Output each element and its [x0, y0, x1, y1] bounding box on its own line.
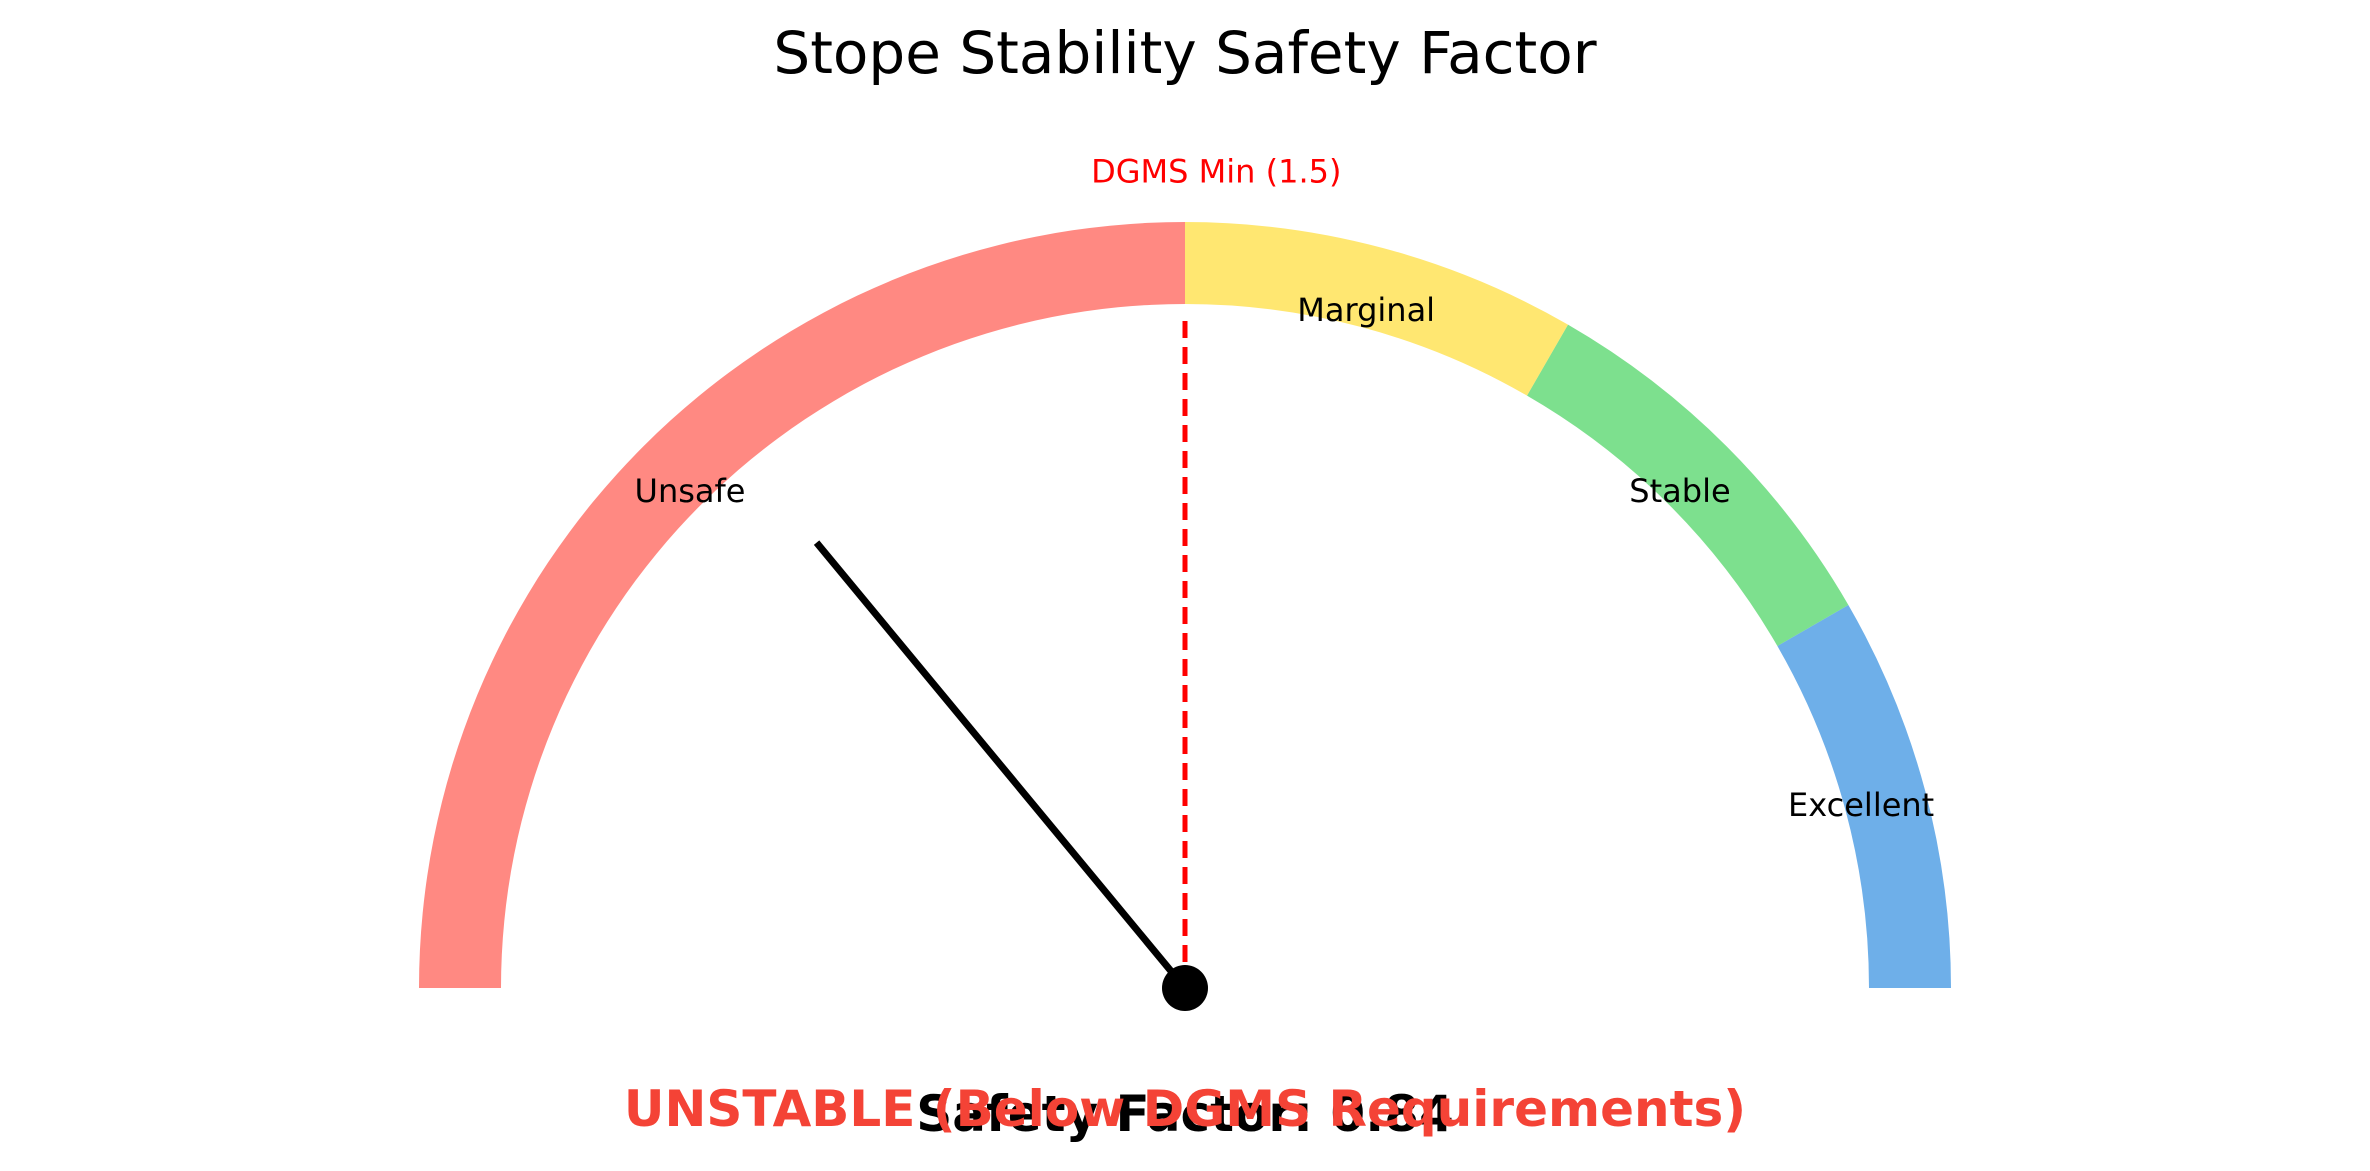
- zone-excellent: [1777, 605, 1951, 988]
- zone-unsafe: [419, 222, 1185, 988]
- zone-stable: [1527, 324, 1849, 646]
- zone-label-unsafe: Unsafe: [635, 472, 746, 510]
- needle-hub: [1162, 965, 1208, 1011]
- zone-marginal: [1185, 222, 1568, 396]
- stability-status: UNSTABLE (Below DGMS Requirements): [624, 1080, 1746, 1138]
- chart-title: Stope Stability Safety Factor: [773, 19, 1596, 87]
- gauge-zones: [419, 222, 1951, 988]
- zone-label-marginal: Marginal: [1297, 291, 1435, 329]
- threshold-label: DGMS Min (1.5): [1091, 153, 1341, 191]
- zone-label-excellent: Excellent: [1788, 786, 1934, 824]
- gauge-needle: [813, 540, 1208, 1011]
- zone-label-stable: Stable: [1629, 472, 1730, 510]
- needle-line: [813, 540, 1188, 991]
- threshold-marker: DGMS Min (1.5): [1091, 153, 1341, 988]
- safety-factor-value: Safety Factor: 0.84: [916, 1085, 1454, 1143]
- gauge-zone-labels: Excellent Stable Marginal Unsafe: [635, 291, 1935, 824]
